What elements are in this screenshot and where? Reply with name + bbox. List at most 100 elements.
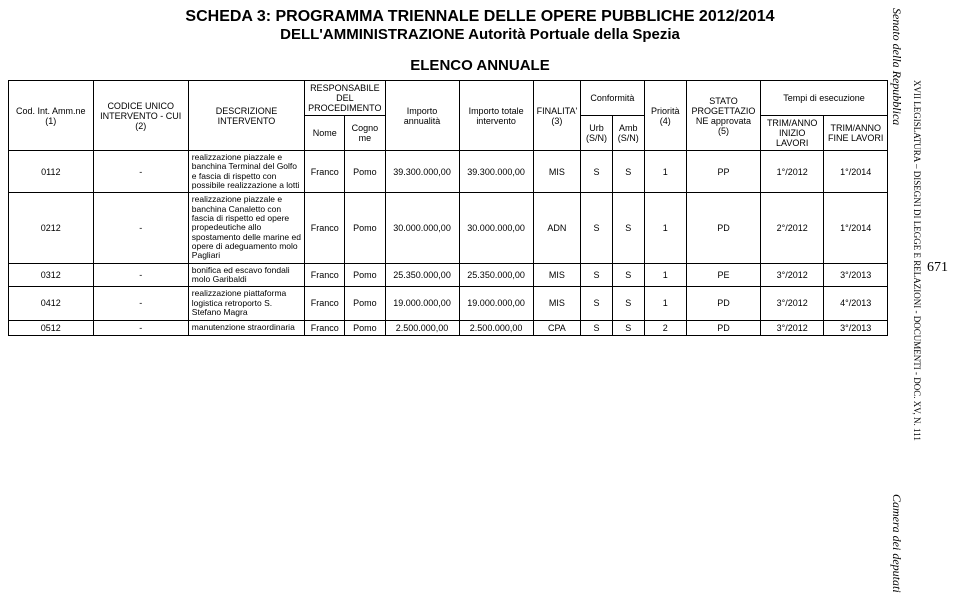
cell-priorita: 1 <box>644 287 686 320</box>
hdr-tempi: Tempi di esecuzione <box>760 81 887 116</box>
cell-desc: manutenzione straordinaria <box>188 320 304 335</box>
cell-finalita: MIS <box>533 263 581 287</box>
title-line-2: DELL'AMMINISTRAZIONE Autorità Portuale d… <box>8 26 952 43</box>
cell-trim-inizio: 3°/2012 <box>760 320 823 335</box>
cell-cognome: Pomo <box>345 287 385 320</box>
cell-finalita: ADN <box>533 193 581 263</box>
cell-desc: realizzazione piazzale e banchina Canale… <box>188 193 304 263</box>
margin-camera: Camera dei deputati <box>889 494 904 593</box>
cell-desc: realizzazione piazzale e banchina Termin… <box>188 151 304 193</box>
cell-nome: Franco <box>305 193 345 263</box>
cell-amb: S <box>612 151 644 193</box>
cell-priorita: 2 <box>644 320 686 335</box>
cell-urb: S <box>581 151 613 193</box>
cell-nome: Franco <box>305 320 345 335</box>
cell-imp-ann: 25.350.000,00 <box>385 263 459 287</box>
cell-imp-tot: 39.300.000,00 <box>459 151 533 193</box>
elenco-table: Cod. Int. Amm.ne (1) CODICE UNICO INTERV… <box>8 80 888 336</box>
margin-senato: Senato della Repubblica <box>889 8 904 125</box>
cell-nome: Franco <box>305 287 345 320</box>
cell-trim-fine: 3°/2013 <box>824 263 888 287</box>
cell-stato: PD <box>686 320 760 335</box>
margin-legislatura: XVII LEGISLATURA – DISEGNI DI LEGGE E RE… <box>912 80 922 441</box>
cell-nome: Franco <box>305 151 345 193</box>
hdr-t2: TRIM/ANNO FINE LAVORI <box>824 116 888 151</box>
cell-imp-ann: 2.500.000,00 <box>385 320 459 335</box>
cell-cognome: Pomo <box>345 320 385 335</box>
hdr-resp: RESPONSABILE DEL PROCEDIMENTO <box>305 81 385 116</box>
cell-priorita: 1 <box>644 151 686 193</box>
cell-desc: realizzazione piattaforma logistica retr… <box>188 287 304 320</box>
cell-cod: 0212 <box>9 193 94 263</box>
cell-imp-tot: 30.000.000,00 <box>459 193 533 263</box>
hdr-t1: TRIM/ANNO INIZIO LAVORI <box>760 116 823 151</box>
cell-priorita: 1 <box>644 193 686 263</box>
cell-trim-inizio: 1°/2012 <box>760 151 823 193</box>
cell-urb: S <box>581 320 613 335</box>
cell-stato: PE <box>686 263 760 287</box>
cell-cui: - <box>93 263 188 287</box>
cell-amb: S <box>612 193 644 263</box>
cell-trim-fine: 3°/2013 <box>824 320 888 335</box>
table-row: 0312-bonifica ed escavo fondali molo Gar… <box>9 263 888 287</box>
cell-trim-fine: 1°/2014 <box>824 193 888 263</box>
table-row: 0112-realizzazione piazzale e banchina T… <box>9 151 888 193</box>
table-row: 0512-manutenzione straordinariaFrancoPom… <box>9 320 888 335</box>
cell-cod: 0312 <box>9 263 94 287</box>
title-line-1: SCHEDA 3: PROGRAMMA TRIENNALE DELLE OPER… <box>8 8 952 26</box>
cell-finalita: CPA <box>533 320 581 335</box>
cell-imp-tot: 25.350.000,00 <box>459 263 533 287</box>
cell-imp-ann: 30.000.000,00 <box>385 193 459 263</box>
cell-finalita: MIS <box>533 151 581 193</box>
cell-imp-tot: 19.000.000,00 <box>459 287 533 320</box>
cell-stato: PP <box>686 151 760 193</box>
cell-cognome: Pomo <box>345 263 385 287</box>
margin-page-number: 671 <box>927 260 948 276</box>
cell-trim-inizio: 2°/2012 <box>760 193 823 263</box>
cell-nome: Franco <box>305 263 345 287</box>
title-elenco: ELENCO ANNUALE <box>8 57 952 74</box>
document-header: SCHEDA 3: PROGRAMMA TRIENNALE DELLE OPER… <box>8 8 952 74</box>
hdr-imp-ann: Importo annualità <box>385 81 459 151</box>
cell-amb: S <box>612 263 644 287</box>
hdr-cognome: Cognome <box>345 116 385 151</box>
cell-stato: PD <box>686 193 760 263</box>
cell-cui: - <box>93 151 188 193</box>
hdr-finalita: FINALITA' (3) <box>533 81 581 151</box>
cell-imp-ann: 39.300.000,00 <box>385 151 459 193</box>
table-row: 0412-realizzazione piattaforma logistica… <box>9 287 888 320</box>
hdr-priorita: Priorità (4) <box>644 81 686 151</box>
table-row: 0212-realizzazione piazzale e banchina C… <box>9 193 888 263</box>
cell-imp-tot: 2.500.000,00 <box>459 320 533 335</box>
cell-desc: bonifica ed escavo fondali molo Garibald… <box>188 263 304 287</box>
cell-cod: 0412 <box>9 287 94 320</box>
hdr-amb: Amb (S/N) <box>612 116 644 151</box>
cell-cui: - <box>93 287 188 320</box>
hdr-cui: CODICE UNICO INTERVENTO - CUI (2) <box>93 81 188 151</box>
hdr-imp-tot: Importo totale intervento <box>459 81 533 151</box>
cell-cod: 0512 <box>9 320 94 335</box>
cell-cui: - <box>93 193 188 263</box>
cell-trim-fine: 4°/2013 <box>824 287 888 320</box>
hdr-conformita: Conformità <box>581 81 644 116</box>
cell-priorita: 1 <box>644 263 686 287</box>
cell-cui: - <box>93 320 188 335</box>
cell-imp-ann: 19.000.000,00 <box>385 287 459 320</box>
hdr-cod: Cod. Int. Amm.ne (1) <box>9 81 94 151</box>
cell-finalita: MIS <box>533 287 581 320</box>
cell-trim-inizio: 3°/2012 <box>760 263 823 287</box>
cell-trim-fine: 1°/2014 <box>824 151 888 193</box>
cell-amb: S <box>612 320 644 335</box>
cell-cognome: Pomo <box>345 193 385 263</box>
hdr-stato: STATO PROGETTAZIONE approvata (5) <box>686 81 760 151</box>
cell-urb: S <box>581 287 613 320</box>
cell-trim-inizio: 3°/2012 <box>760 287 823 320</box>
cell-urb: S <box>581 263 613 287</box>
hdr-nome: Nome <box>305 116 345 151</box>
cell-stato: PD <box>686 287 760 320</box>
hdr-desc: DESCRIZIONE INTERVENTO <box>188 81 304 151</box>
cell-cognome: Pomo <box>345 151 385 193</box>
cell-amb: S <box>612 287 644 320</box>
hdr-urb: Urb (S/N) <box>581 116 613 151</box>
cell-urb: S <box>581 193 613 263</box>
